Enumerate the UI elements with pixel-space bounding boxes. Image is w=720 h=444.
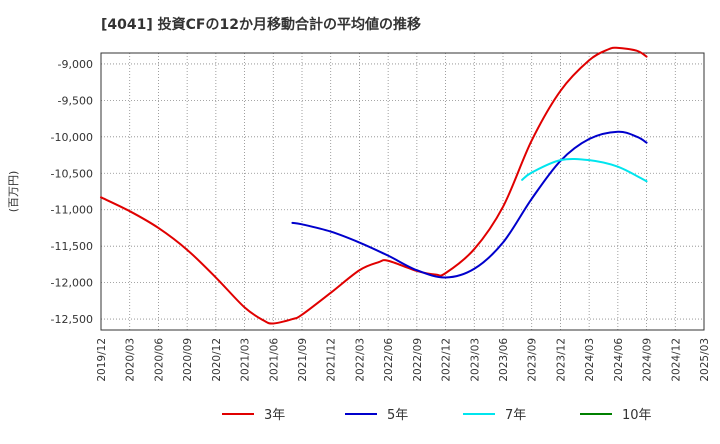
y-tick-label: -11,500 [51, 240, 93, 253]
legend-label: 10年 [622, 408, 652, 423]
x-tick-label: 2024/06 [613, 338, 625, 382]
x-tick-label: 2022/06 [383, 338, 395, 382]
x-tick-label: 2025/03 [699, 338, 711, 382]
x-tick-label: 2021/06 [268, 338, 280, 382]
y-tick-label: -10,500 [51, 167, 93, 180]
x-tick-label: 2020/09 [182, 338, 194, 382]
x-tick-label: 2020/12 [211, 338, 223, 382]
legend-item: 3年 [222, 408, 285, 423]
y-axis-label: (百万円) [7, 171, 20, 213]
plot-area [101, 53, 704, 330]
x-tick-label: 2020/03 [125, 338, 137, 382]
y-tick-label: -12,500 [51, 313, 93, 326]
x-tick-label: 2023/12 [555, 338, 567, 382]
series-line-2 [521, 157, 648, 183]
x-tick-label: 2021/09 [297, 338, 309, 382]
x-tick-label: 2024/09 [642, 338, 654, 382]
x-tick-label: 2024/12 [670, 338, 682, 382]
y-tick-label: -12,000 [51, 277, 93, 290]
y-tick-label: -9,500 [58, 94, 93, 107]
x-tick-label: 2022/09 [412, 338, 424, 382]
y-tick-label: -11,000 [51, 204, 93, 217]
x-tick-label: 2020/06 [153, 338, 165, 382]
x-tick-label: 2019/12 [96, 338, 108, 382]
y-tick-label: -10,000 [51, 131, 93, 144]
chart-title: [4041] 投資CFの12か月移動合計の平均値の推移 [101, 17, 421, 33]
x-tick-label: 2023/03 [469, 338, 481, 382]
legend-label: 3年 [264, 408, 285, 423]
plot-frame [100, 52, 705, 331]
x-tick-label: 2022/12 [441, 338, 453, 382]
legend-label: 5年 [387, 408, 408, 423]
x-tick-label: 2022/03 [354, 338, 366, 382]
legend-item: 10年 [580, 408, 652, 423]
legend-label: 7年 [505, 408, 526, 423]
x-tick-label: 2021/12 [326, 338, 338, 382]
y-tick-label: -9,000 [58, 58, 93, 71]
x-tick-label: 2023/09 [527, 338, 539, 382]
series-line-0 [100, 46, 648, 325]
x-tick-label: 2021/03 [240, 338, 252, 382]
x-tick-label: 2024/03 [584, 338, 596, 382]
x-tick-label: 2023/06 [498, 338, 510, 382]
series-line-1 [291, 130, 648, 279]
legend-item: 5年 [345, 408, 408, 423]
legend-item: 7年 [463, 408, 526, 423]
